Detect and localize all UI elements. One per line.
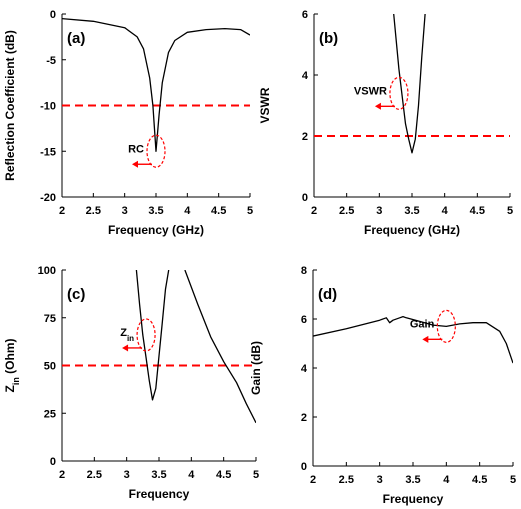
y-tick-label: -10 <box>40 101 56 113</box>
y-tick-label: -15 <box>40 146 56 158</box>
x-tick-label: 4 <box>442 205 449 217</box>
panel-label: (d) <box>318 286 337 303</box>
x-axis-label: Frequency <box>129 487 190 501</box>
panel-label: (b) <box>319 30 338 47</box>
y-tick-label: 0 <box>50 9 56 21</box>
x-tick-label: 3.5 <box>148 205 163 217</box>
series-line <box>393 14 426 154</box>
annotation-ellipse <box>389 76 409 110</box>
x-tick-label: 2.5 <box>339 205 354 217</box>
x-tick-label: 4 <box>443 474 450 486</box>
y-tick-label: 50 <box>44 361 56 373</box>
series-line <box>313 315 513 364</box>
annotation-ellipse <box>136 318 156 352</box>
y-tick-label: 4 <box>301 363 308 375</box>
x-tick-label: 4.5 <box>470 205 485 217</box>
y-axis-label: Zin (Ohm) <box>3 338 21 392</box>
x-tick-label: 3 <box>376 205 382 217</box>
x-tick-label: 2.5 <box>87 469 102 481</box>
series-line <box>135 270 170 401</box>
x-tick-label: 3 <box>122 205 128 217</box>
x-tick-label: 3 <box>377 474 383 486</box>
x-tick-label: 4 <box>184 205 191 217</box>
x-tick-label: 2.5 <box>339 474 354 486</box>
x-tick-label: 4.5 <box>472 474 487 486</box>
y-tick-label: 6 <box>302 9 308 21</box>
annotation-label: Gain <box>410 318 435 330</box>
x-tick-label: 5 <box>510 474 516 486</box>
y-tick-label: 2 <box>301 412 307 424</box>
annotation-label: VSWR <box>354 85 387 97</box>
y-tick-label: 0 <box>301 461 307 473</box>
x-axis-label: Frequency <box>383 492 444 506</box>
y-tick-label: 2 <box>302 131 308 143</box>
x-tick-label: 3.5 <box>404 205 419 217</box>
y-tick-label: 0 <box>302 192 308 204</box>
annotation-arrowhead <box>374 102 381 110</box>
y-tick-label: 25 <box>44 408 56 420</box>
x-tick-label: 3 <box>124 469 130 481</box>
x-tick-label: 2 <box>311 205 317 217</box>
series-line <box>62 17 250 152</box>
panel-label: (a) <box>67 30 85 47</box>
annotation-ellipse <box>146 134 166 168</box>
x-tick-label: 4.5 <box>211 205 226 217</box>
x-axis-label: Frequency (GHz) <box>364 223 460 237</box>
y-tick-label: 6 <box>301 314 307 326</box>
panel-c: 2 2.5 3 3.5 4 4.5 5 100 75 50 25 0 Frequency Zin (Ohm… <box>3 265 259 501</box>
y-tick-label: 4 <box>302 70 309 82</box>
y-tick-label: 100 <box>38 265 56 277</box>
y-tick-label: 8 <box>301 265 307 277</box>
x-tick-label: 5 <box>507 205 513 217</box>
panel-label: (c) <box>67 286 85 303</box>
x-tick-label: 2 <box>310 474 316 486</box>
y-tick-label: -5 <box>46 55 56 67</box>
y-axis-label: VSWR <box>258 87 272 123</box>
y-tick-label: 0 <box>50 456 56 468</box>
x-tick-label: 3.5 <box>151 469 166 481</box>
x-tick-label: 2 <box>59 469 65 481</box>
x-tick-label: 2.5 <box>86 205 101 217</box>
x-tick-label: 4 <box>188 469 195 481</box>
x-tick-label: 3.5 <box>405 474 420 486</box>
annotation-arrowhead <box>422 335 429 343</box>
panel-a: 2 2.5 3 3.5 4 4.5 5 0 -5 -10 -15 -20 Frequency (GHz)… <box>3 9 253 237</box>
series-line <box>184 270 256 424</box>
x-tick-label: 5 <box>247 205 253 217</box>
annotation-ellipse <box>436 309 456 343</box>
y-axis-label: Gain (dB) <box>249 341 263 395</box>
annotation-arrowhead <box>132 160 138 168</box>
y-tick-label: -20 <box>40 192 56 204</box>
annotation-label: RC <box>128 143 144 155</box>
x-tick-label: 4.5 <box>216 469 231 481</box>
x-axis-label: Frequency (GHz) <box>108 223 204 237</box>
annotation-arrowhead <box>122 344 129 352</box>
y-axis-label: Reflection Coefficient (dB) <box>3 30 17 181</box>
y-tick-label: 75 <box>44 313 56 325</box>
x-tick-label: 5 <box>253 469 259 481</box>
x-tick-label: 2 <box>59 205 65 217</box>
annotation-label: Zin <box>120 327 134 343</box>
